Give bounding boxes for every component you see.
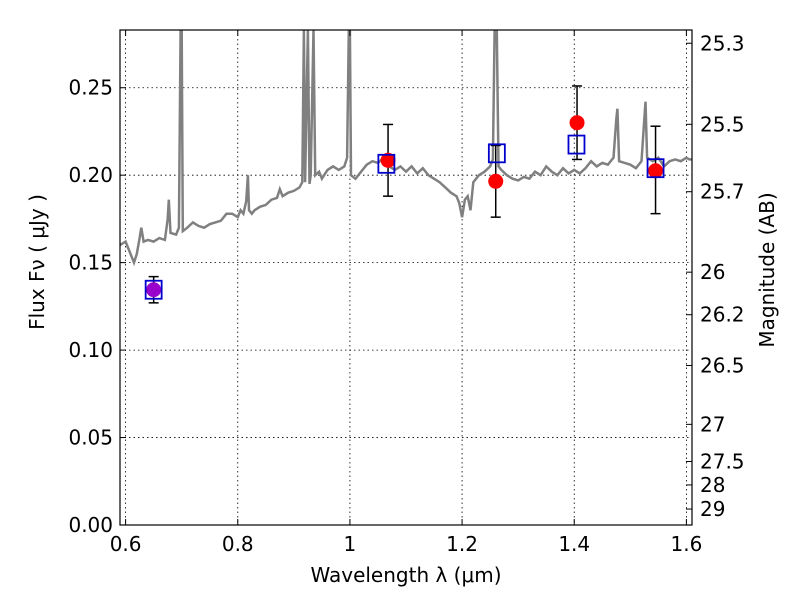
observed-point xyxy=(648,163,664,179)
plot-frame xyxy=(119,29,693,526)
x-tick-label: 1.4 xyxy=(558,532,590,556)
ticks: 0.6 0.8 1 1.2 1.4 1.6 0.00 0.05 0.10 0.15 0.20 0.25… xyxy=(68,30,745,556)
mag-tick-label: 25.5 xyxy=(700,112,745,136)
model-points xyxy=(144,134,665,300)
mag-tick-label: 25.7 xyxy=(700,180,745,204)
model-point xyxy=(377,153,396,174)
mag-tick-label: 26 xyxy=(700,260,725,284)
model-point xyxy=(144,279,163,300)
model-point xyxy=(567,134,586,155)
model-spectrum-line xyxy=(120,30,692,267)
mag-tick-label: 27 xyxy=(700,412,725,436)
observed-point xyxy=(380,152,396,168)
plot-area xyxy=(120,30,692,304)
y-axis-title-right: Magnitude (AB) xyxy=(755,192,779,347)
y-tick-label: 0.20 xyxy=(68,163,113,187)
model-point xyxy=(487,143,506,164)
mag-tick-label: 29 xyxy=(700,497,725,521)
x-axis-title: Wavelength λ (μm) xyxy=(310,563,501,587)
mag-tick-label: 28 xyxy=(700,473,725,497)
observed-points xyxy=(146,115,664,298)
mag-tick-label: 26.2 xyxy=(700,303,745,327)
x-tick-label: 1.2 xyxy=(446,532,478,556)
mag-tick-label: 26.5 xyxy=(700,353,745,377)
y-tick-label: 0.00 xyxy=(68,513,113,537)
observed-point xyxy=(569,115,585,131)
error-bars xyxy=(148,85,661,304)
y-tick-label: 0.15 xyxy=(68,251,113,275)
observed-point xyxy=(146,282,162,298)
mag-tick-label: 25.3 xyxy=(700,31,745,55)
model-point xyxy=(646,158,665,179)
y-axis-title-left: Flux Fν ( μJy ) xyxy=(25,194,49,330)
x-tick-label: 1 xyxy=(344,532,357,556)
x-tick-label: 0.8 xyxy=(222,532,254,556)
x-tick-label: 0.6 xyxy=(110,532,142,556)
y-tick-label: 0.05 xyxy=(68,426,113,450)
grid xyxy=(120,30,692,526)
y-tick-label: 0.10 xyxy=(68,338,113,362)
x-tick-label: 1.6 xyxy=(670,532,702,556)
observed-point xyxy=(488,173,504,189)
y-tick-label: 0.25 xyxy=(68,76,113,100)
mag-tick-label: 27.5 xyxy=(700,449,745,473)
